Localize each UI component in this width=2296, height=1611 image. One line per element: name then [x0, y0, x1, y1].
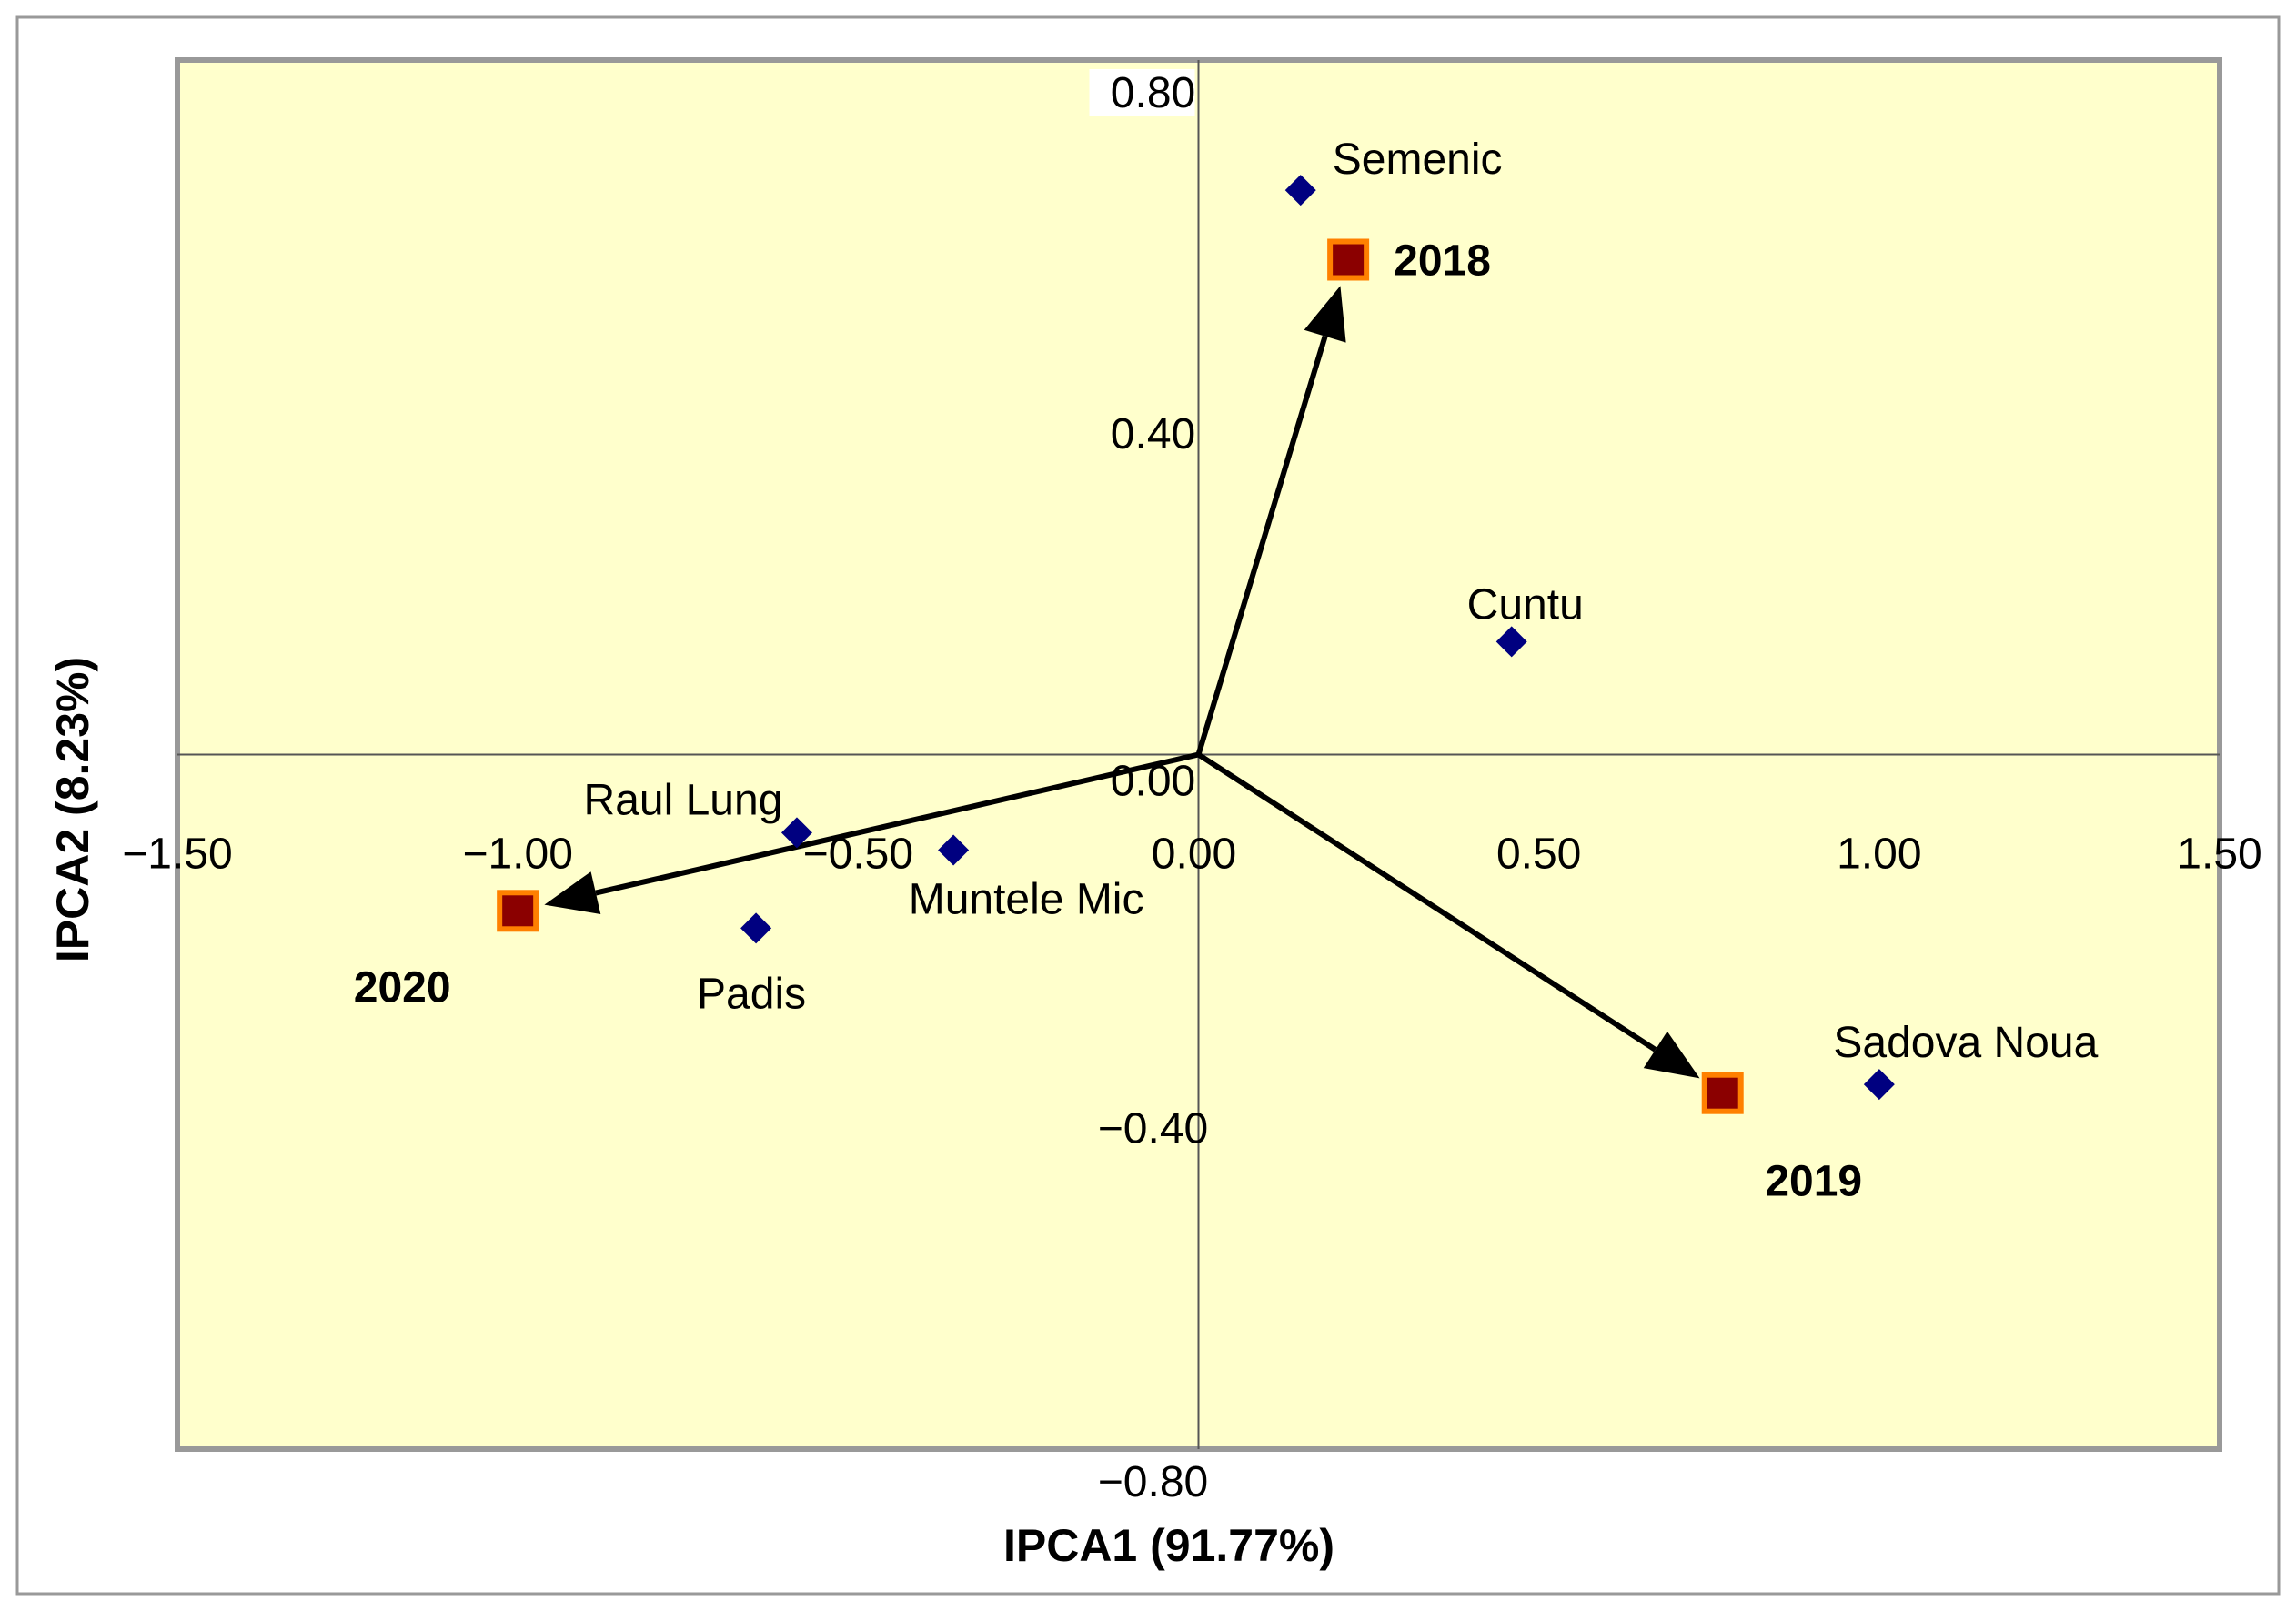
year-label: 2019 — [1765, 1158, 1862, 1206]
year-marker — [497, 890, 539, 932]
y-tick-label: 0.40 — [1111, 410, 1195, 458]
arrow-shaft — [1195, 335, 1328, 756]
location-label: Sadova Noua — [1833, 1019, 2098, 1067]
x-tick-label: −1.00 — [462, 831, 572, 879]
axes: −1.50 −1.00 −0.50 0.00 0.50 1.00 1.500.800.400… — [122, 60, 2262, 1506]
location-marker — [1495, 626, 1527, 658]
y-tick-label: 0.80 — [1111, 69, 1195, 117]
location-label: Muntele Mic — [909, 875, 1144, 923]
location-label: Semenic — [1333, 136, 1503, 184]
y-tick-label: −0.40 — [1098, 1104, 1208, 1153]
location-label: Raul Lung — [584, 776, 783, 824]
x-tick-label: 1.50 — [2177, 831, 2261, 879]
location-marker — [1863, 1069, 1895, 1101]
location-label: Cuntu — [1467, 580, 1584, 629]
x-axis-title: IPCA1 (91.77%) — [1003, 1520, 1334, 1571]
y-tick-label-bg — [1089, 1458, 1195, 1505]
y-tick-label-bg — [1089, 69, 1195, 116]
arrow-head — [1304, 286, 1346, 343]
x-tick-label: 0.00 — [1152, 831, 1236, 879]
y-axis-title: IPCA2 (8.23%) — [47, 657, 98, 962]
markers — [497, 175, 1895, 1114]
arrows — [544, 286, 1700, 1079]
arrow-head — [544, 871, 601, 914]
arrow-head — [1643, 1031, 1700, 1079]
y-tick-label: −0.80 — [1098, 1458, 1208, 1506]
location-marker — [740, 912, 772, 944]
x-tick-label: −0.50 — [803, 831, 913, 879]
year-label: 2018 — [1394, 237, 1491, 286]
location-marker — [1284, 175, 1316, 206]
x-tick-label: −1.50 — [122, 831, 232, 879]
x-tick-label: 1.00 — [1837, 831, 1921, 879]
year-label: 2020 — [354, 963, 451, 1012]
year-marker — [1701, 1072, 1744, 1114]
location-marker — [938, 834, 970, 866]
arrow-shaft — [1196, 751, 1657, 1052]
arrow-shaft — [595, 751, 1200, 896]
labels: Semenic Cuntu Raul Lung Muntele Mic Padis Sad… — [354, 136, 2099, 1206]
x-tick-label: 0.50 — [1496, 831, 1581, 879]
location-label: Padis — [697, 970, 806, 1018]
year-marker — [1327, 238, 1370, 281]
location-marker — [780, 817, 812, 849]
